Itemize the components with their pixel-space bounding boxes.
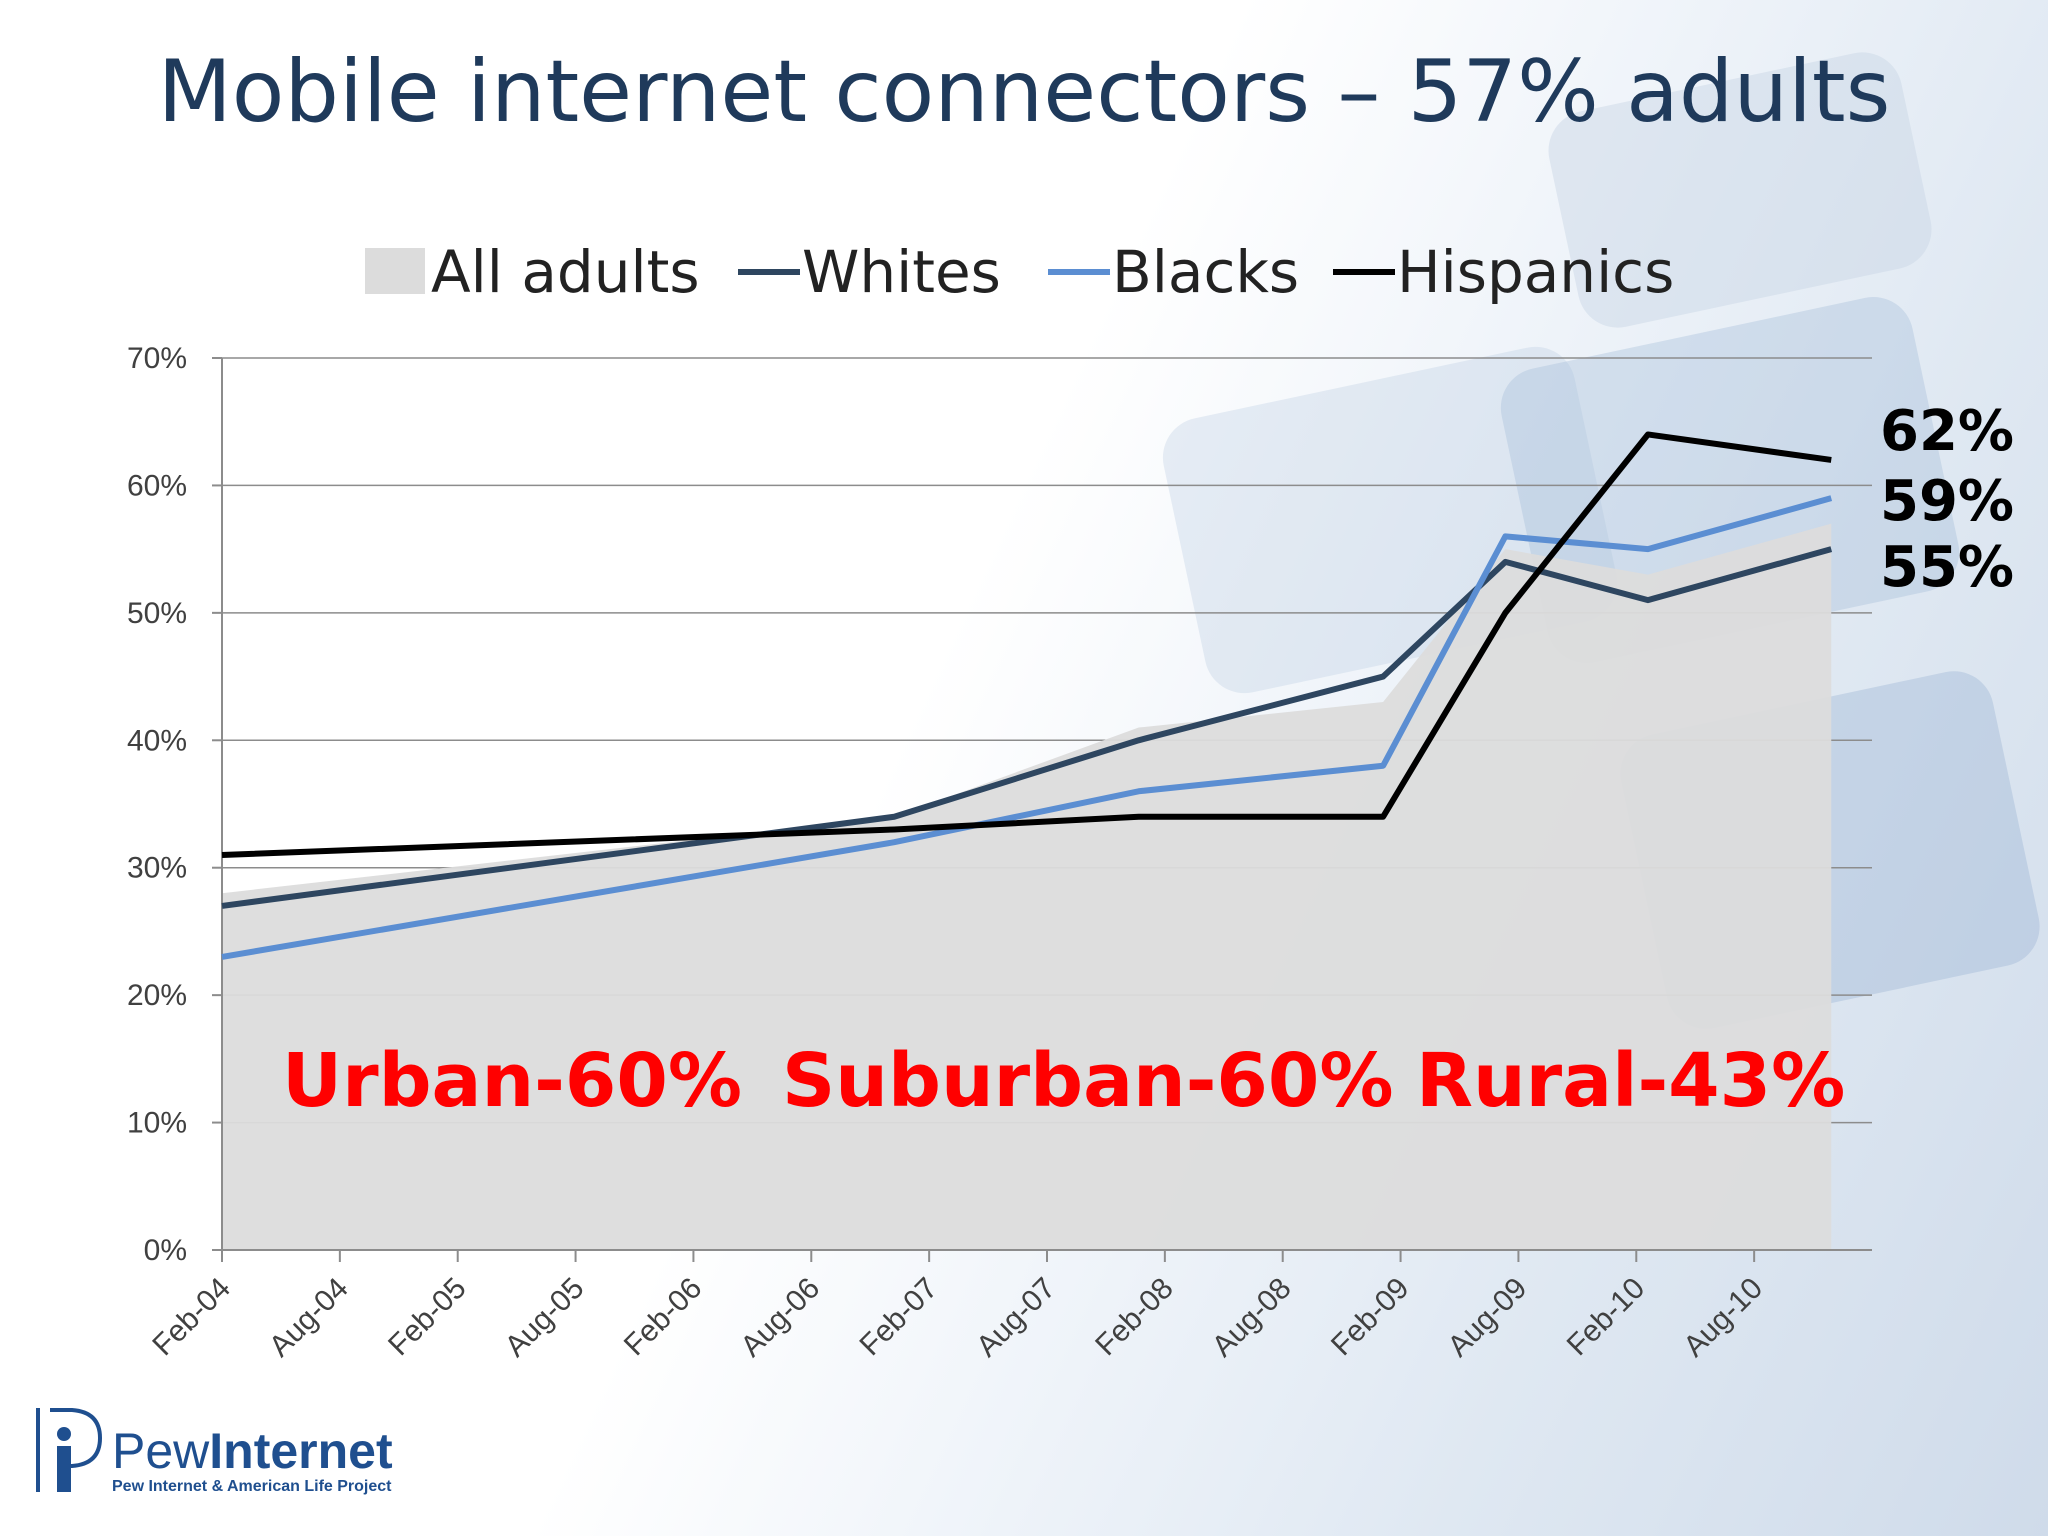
region-annotation: Suburban-60% <box>782 1038 1394 1124</box>
x-tick-label: Feb-04 <box>146 1272 237 1363</box>
legend-swatch-all-adults <box>365 248 425 294</box>
y-tick-label: 20% <box>127 979 187 1012</box>
legend: All adults Whites Blacks Hispanics <box>365 238 1674 306</box>
x-tick-label: Aug-04 <box>263 1272 355 1364</box>
legend-label-whites: Whites <box>802 238 1001 306</box>
y-tick-label: 60% <box>127 469 187 502</box>
slide-title: Mobile internet connectors – 57% adults <box>157 42 1891 142</box>
y-tick-label: 40% <box>127 724 187 757</box>
end-value-label: 59% <box>1880 469 2014 534</box>
y-tick-label: 70% <box>127 342 187 375</box>
series-area-all-adults <box>222 523 1832 1250</box>
x-tick-label: Aug-10 <box>1677 1272 1769 1364</box>
x-tick-label: Feb-08 <box>1089 1272 1180 1363</box>
end-value-label: 55% <box>1880 535 2014 600</box>
pew-logo-icon <box>36 1408 103 1492</box>
legend-label-hispanics: Hispanics <box>1397 238 1674 306</box>
x-tick-label: Feb-06 <box>618 1272 709 1363</box>
y-tick-label: 10% <box>127 1107 187 1140</box>
x-tick-label: Feb-05 <box>382 1272 473 1363</box>
x-tick-label: Aug-06 <box>734 1272 826 1364</box>
x-tick-label: Feb-09 <box>1325 1272 1416 1363</box>
x-axis-tick-labels: Feb-04 Aug-04 Feb-05 Aug-05 Feb-06 Aug-06 Feb-… <box>146 1272 1769 1364</box>
y-tick-label: 0% <box>144 1234 187 1267</box>
y-axis-tick-labels: 0% 10% 20% 30% 40% 50% 60% 70% <box>127 342 187 1267</box>
x-tick-label: Aug-05 <box>499 1272 591 1364</box>
pew-logo: PewInternet Pew Internet & American Life… <box>112 1422 393 1496</box>
x-tick-label: Feb-07 <box>854 1272 945 1363</box>
line-layer <box>221 431 1833 960</box>
y-tick-label: 30% <box>127 852 187 885</box>
logo-name-part2: Internet <box>209 1423 393 1479</box>
region-annotations: Urban-60% Suburban-60% Rural-43% <box>282 1038 1845 1124</box>
x-tick-label: Feb-10 <box>1561 1272 1652 1363</box>
legend-label-blacks: Blacks <box>1112 238 1299 306</box>
logo-subtitle: Pew Internet & American Life Project <box>112 1478 392 1495</box>
end-value-label: 62% <box>1880 399 2014 464</box>
area-layer <box>222 523 1832 1250</box>
logo-name-part1: Pew <box>112 1423 210 1479</box>
x-tick-label: Aug-07 <box>970 1272 1062 1364</box>
x-tick-label: Aug-08 <box>1206 1272 1298 1364</box>
region-annotation: Urban-60% <box>282 1038 742 1124</box>
series-line-hispanics <box>221 431 1832 858</box>
legend-label-all-adults: All adults <box>431 238 700 306</box>
region-annotation: Rural-43% <box>1416 1038 1845 1124</box>
axes <box>212 357 1872 1262</box>
y-tick-label: 50% <box>127 597 187 630</box>
end-labels: 62%59%55% <box>1880 399 2014 600</box>
series-line-blacks <box>221 495 1833 960</box>
x-tick-label: Aug-09 <box>1442 1272 1534 1364</box>
series-line-whites <box>221 546 1833 909</box>
logo-name: PewInternet <box>112 1422 393 1480</box>
